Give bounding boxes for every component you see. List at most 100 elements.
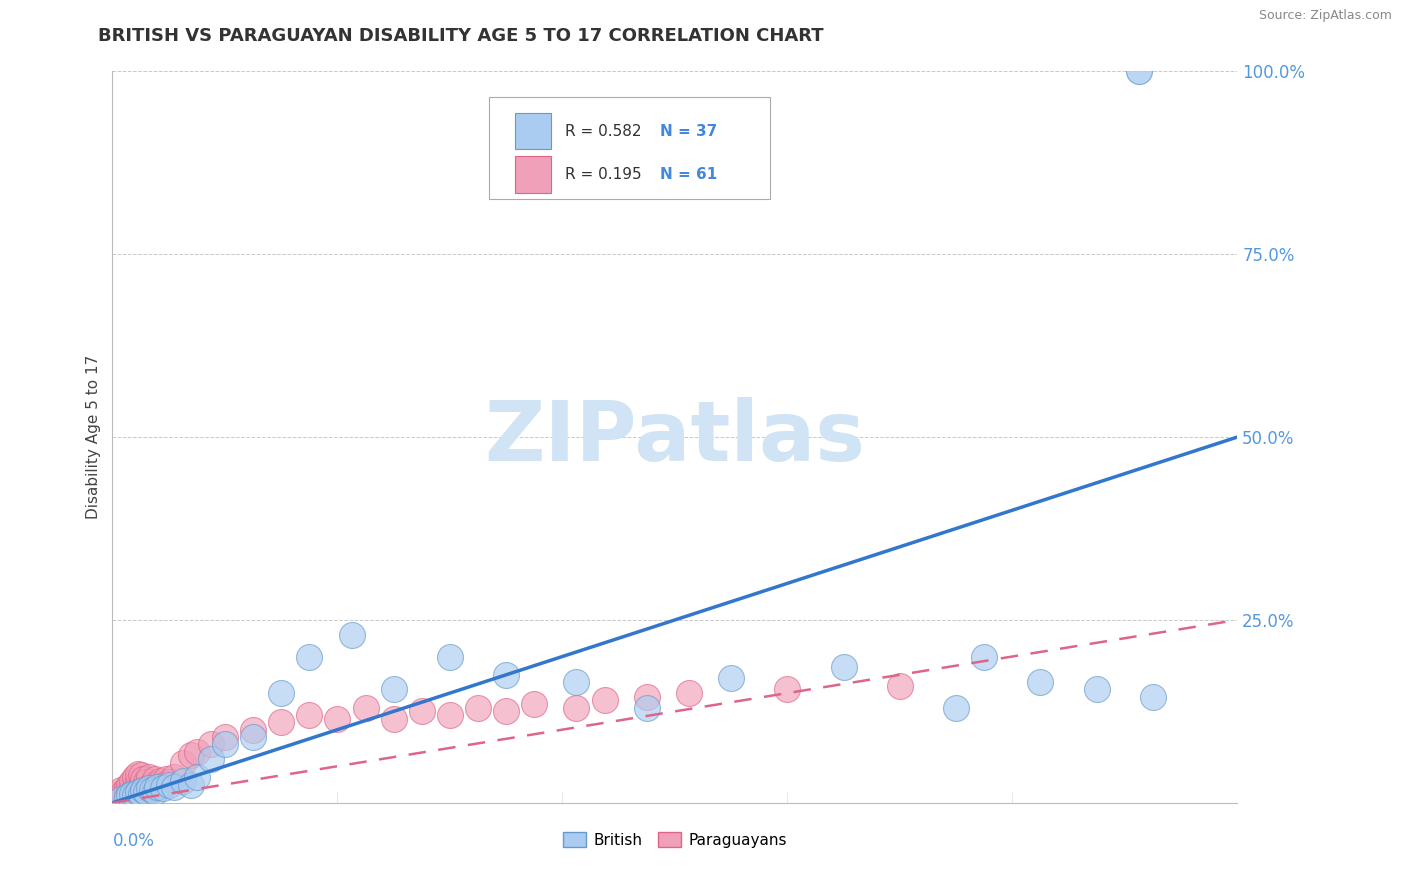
Point bbox=[523, 697, 546, 711]
Point bbox=[129, 768, 152, 782]
Point bbox=[354, 700, 377, 714]
Text: 0.0%: 0.0% bbox=[112, 832, 155, 850]
Point bbox=[127, 775, 149, 789]
Point bbox=[141, 778, 163, 792]
Point bbox=[439, 649, 461, 664]
Point bbox=[110, 792, 132, 806]
Text: N = 61: N = 61 bbox=[661, 168, 717, 182]
Point bbox=[127, 782, 149, 797]
Point bbox=[118, 778, 141, 792]
Point bbox=[163, 770, 186, 784]
Point bbox=[1085, 682, 1108, 697]
Point bbox=[411, 705, 433, 719]
Y-axis label: Disability Age 5 to 17: Disability Age 5 to 17 bbox=[86, 355, 101, 519]
Point bbox=[326, 712, 349, 726]
Point bbox=[636, 690, 658, 704]
Point bbox=[121, 773, 143, 788]
Point bbox=[242, 730, 264, 744]
Point bbox=[382, 712, 405, 726]
Point bbox=[172, 773, 194, 788]
Point bbox=[129, 787, 152, 801]
Point bbox=[340, 627, 363, 641]
Point bbox=[104, 789, 127, 804]
Point bbox=[127, 785, 149, 799]
Text: Source: ZipAtlas.com: Source: ZipAtlas.com bbox=[1258, 9, 1392, 22]
Point bbox=[214, 737, 236, 751]
Point bbox=[135, 785, 157, 799]
Point bbox=[270, 715, 292, 730]
Text: BRITISH VS PARAGUAYAN DISABILITY AGE 5 TO 17 CORRELATION CHART: BRITISH VS PARAGUAYAN DISABILITY AGE 5 T… bbox=[98, 27, 824, 45]
Point bbox=[118, 789, 141, 803]
Point bbox=[495, 705, 517, 719]
Point bbox=[138, 781, 160, 796]
Point bbox=[124, 780, 146, 794]
Point bbox=[180, 778, 202, 792]
Point bbox=[132, 772, 155, 787]
Point bbox=[107, 787, 129, 801]
FancyBboxPatch shape bbox=[489, 97, 770, 200]
Point bbox=[132, 781, 155, 796]
Point bbox=[107, 792, 129, 806]
Point bbox=[152, 778, 174, 792]
Point bbox=[776, 682, 799, 697]
Point bbox=[152, 781, 174, 796]
Point bbox=[298, 649, 321, 664]
Point bbox=[1128, 64, 1150, 78]
Point bbox=[124, 789, 146, 803]
Text: ZIPatlas: ZIPatlas bbox=[485, 397, 865, 477]
Point bbox=[242, 723, 264, 737]
Point bbox=[172, 756, 194, 770]
Point bbox=[115, 787, 138, 801]
Point bbox=[1142, 690, 1164, 704]
Point bbox=[129, 785, 152, 799]
Point bbox=[138, 780, 160, 794]
Text: N = 37: N = 37 bbox=[661, 124, 717, 138]
Point bbox=[115, 789, 138, 804]
FancyBboxPatch shape bbox=[515, 156, 551, 193]
Point bbox=[636, 700, 658, 714]
Point bbox=[112, 789, 135, 804]
Point bbox=[141, 782, 163, 797]
Point bbox=[129, 778, 152, 792]
Point bbox=[121, 787, 143, 801]
Point bbox=[200, 752, 222, 766]
Point bbox=[118, 789, 141, 803]
Point bbox=[439, 708, 461, 723]
Point bbox=[382, 682, 405, 697]
Point bbox=[121, 787, 143, 801]
Point bbox=[467, 700, 489, 714]
Point bbox=[146, 780, 169, 794]
Point bbox=[112, 785, 135, 799]
Text: R = 0.195: R = 0.195 bbox=[565, 168, 641, 182]
Point bbox=[124, 770, 146, 784]
Point bbox=[565, 675, 588, 690]
Point bbox=[1029, 675, 1052, 690]
Point bbox=[495, 667, 517, 681]
Point bbox=[945, 700, 967, 714]
Point bbox=[132, 782, 155, 797]
Point bbox=[565, 700, 588, 714]
Point bbox=[135, 775, 157, 789]
Point bbox=[186, 770, 208, 784]
Point bbox=[149, 773, 172, 788]
Point bbox=[593, 693, 616, 707]
Point bbox=[157, 778, 180, 792]
Point bbox=[121, 781, 143, 796]
Point bbox=[298, 708, 321, 723]
Point bbox=[157, 775, 180, 789]
Legend: British, Paraguayans: British, Paraguayans bbox=[557, 825, 793, 854]
Point bbox=[270, 686, 292, 700]
Point bbox=[115, 781, 138, 796]
Point bbox=[214, 730, 236, 744]
Point bbox=[180, 748, 202, 763]
Point bbox=[146, 778, 169, 792]
Point bbox=[118, 782, 141, 797]
Point bbox=[124, 785, 146, 799]
Point bbox=[889, 679, 911, 693]
Point bbox=[127, 766, 149, 780]
Point bbox=[973, 649, 995, 664]
Point bbox=[143, 772, 166, 787]
Point bbox=[138, 770, 160, 784]
Point bbox=[155, 772, 177, 787]
Point bbox=[832, 660, 855, 674]
